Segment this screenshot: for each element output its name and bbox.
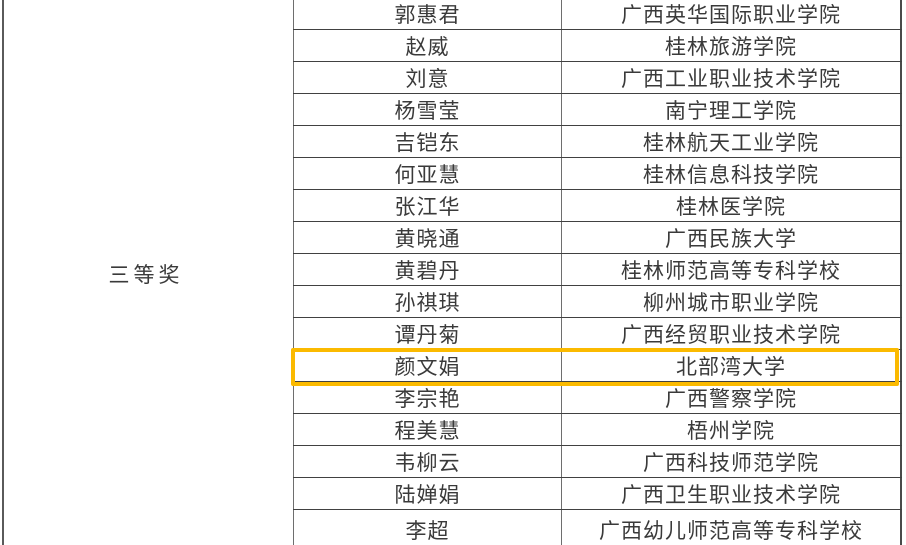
winner-name-cell: 孙祺琪 [293, 286, 562, 317]
winner-name-cell: 吉铠东 [293, 126, 562, 157]
prize-tier-label: 三等奖 [108, 263, 184, 287]
winner-name-cell: 韦柳云 [293, 446, 562, 477]
winner-name-cell: 何亚慧 [293, 158, 562, 189]
table-row: 刘意 广西工业职业技术学院 [293, 62, 902, 94]
table-row: 吉铠东 桂林航天工业学院 [293, 126, 902, 158]
school-name-cell: 广西卫生职业技术学院 [562, 478, 902, 509]
table-row: 韦柳云 广西科技师范学院 [293, 446, 902, 478]
winner-name-cell: 李宗艳 [293, 382, 562, 413]
school-name-cell: 桂林信息科技学院 [562, 158, 902, 189]
winner-name-cell: 杨雪莹 [293, 94, 562, 125]
school-name-cell: 广西科技师范学院 [562, 446, 902, 477]
school-name-cell: 南宁理工学院 [562, 94, 902, 125]
school-name-cell: 桂林医学院 [562, 190, 902, 221]
winner-name-cell: 黄碧丹 [293, 254, 562, 285]
winner-name-cell: 刘意 [293, 62, 562, 93]
table-row: 杨雪莹 南宁理工学院 [293, 94, 902, 126]
winner-name-cell: 谭丹菊 [293, 318, 562, 349]
table-row: 李超 广西幼儿师范高等专科学校 [293, 510, 902, 545]
table-row: 黄晓通 广西民族大学 [293, 222, 902, 254]
school-name-cell: 广西工业职业技术学院 [562, 62, 902, 93]
table-row: 李宗艳 广西警察学院 [293, 382, 902, 414]
winner-name-cell: 赵威 [293, 30, 562, 61]
school-name-cell: 梧州学院 [562, 414, 902, 445]
table-row: 张江华 桂林医学院 [293, 190, 902, 222]
table-row: 谭丹菊 广西经贸职业技术学院 [293, 318, 902, 350]
table-row: 郭惠君 广西英华国际职业学院 [293, 0, 902, 30]
school-name-cell: 桂林旅游学院 [562, 30, 902, 61]
table-row: 赵威 桂林旅游学院 [293, 30, 902, 62]
table-row-highlighted: 颜文娟 北部湾大学 [293, 350, 902, 382]
table-row: 程美慧 梧州学院 [293, 414, 902, 446]
winner-name-cell: 李超 [293, 510, 562, 545]
winner-name-cell: 颜文娟 [293, 350, 562, 381]
winner-name-cell: 陆婵娟 [293, 478, 562, 509]
school-name-cell: 桂林航天工业学院 [562, 126, 902, 157]
school-name-cell: 广西民族大学 [562, 222, 902, 253]
school-name-cell: 广西经贸职业技术学院 [562, 318, 902, 349]
school-name-cell: 桂林师范高等专科学校 [562, 254, 902, 285]
winner-name-cell: 张江华 [293, 190, 562, 221]
school-name-cell: 柳州城市职业学院 [562, 286, 902, 317]
winner-name-cell: 程美慧 [293, 414, 562, 445]
school-name-cell: 广西幼儿师范高等专科学校 [562, 510, 902, 545]
school-name-cell: 广西警察学院 [562, 382, 902, 413]
table-row: 孙祺琪 柳州城市职业学院 [293, 286, 902, 318]
winner-name-cell: 郭惠君 [293, 0, 562, 29]
table-row: 黄碧丹 桂林师范高等专科学校 [293, 254, 902, 286]
school-name-cell: 北部湾大学 [562, 350, 902, 381]
awards-table: 郭惠君 广西英华国际职业学院 赵威 桂林旅游学院 刘意 广西工业职业技术学院 杨… [293, 0, 902, 545]
table-row: 何亚慧 桂林信息科技学院 [293, 158, 902, 190]
winner-name-cell: 黄晓通 [293, 222, 562, 253]
table-left-border [2, 0, 4, 545]
table-row: 陆婵娟 广西卫生职业技术学院 [293, 478, 902, 510]
school-name-cell: 广西英华国际职业学院 [562, 0, 902, 29]
